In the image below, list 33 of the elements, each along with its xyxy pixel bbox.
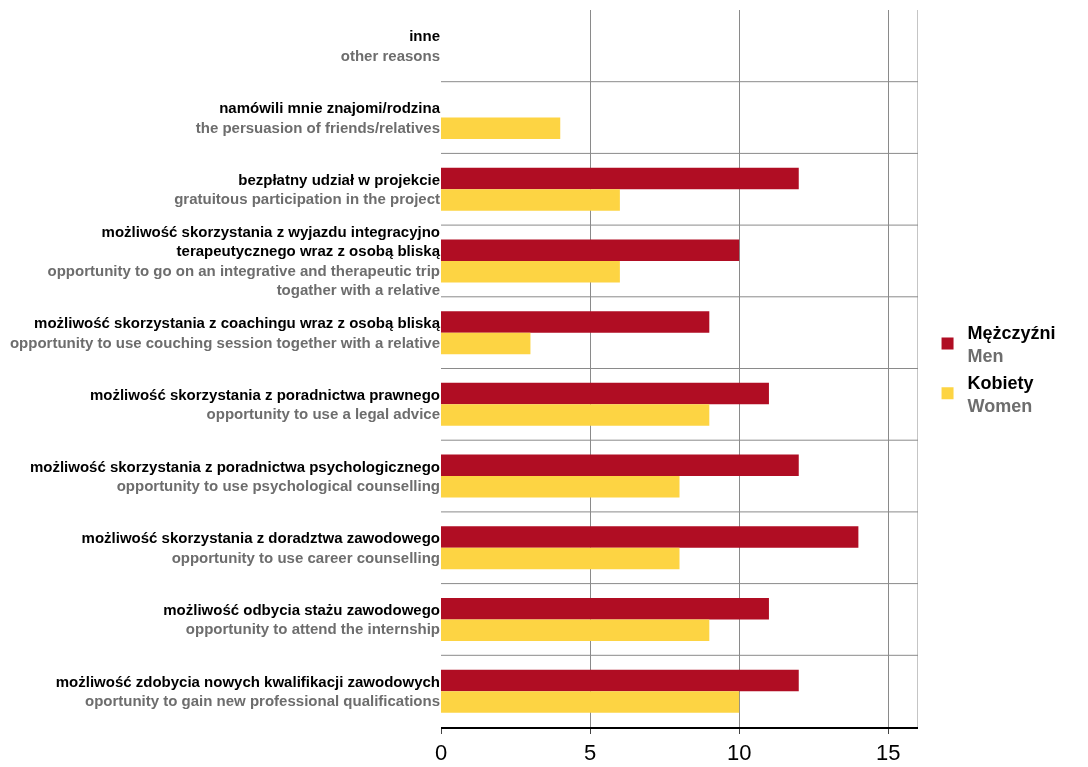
y-tick-label: możliwość odbycia stażu zawodowego opportunity to attend the internship: [163, 600, 440, 638]
y-tick-label: możliwość skorzystania z poradnictwa psychologicznego opportunity to use psychological counselling: [29, 457, 440, 495]
bar: [441, 332, 531, 355]
bar: [441, 382, 769, 405]
bar: [441, 476, 680, 498]
bar: [441, 404, 710, 426]
bar: [441, 597, 769, 620]
y-tick-label: możliwość zdobycia nowych kwalifikacji zawodowych oportunity to gain new professional qualifications: [55, 672, 440, 710]
x-tick-label: 0: [434, 740, 448, 766]
y-tick-label: możliwość skorzystania z coachingu wraz z osobą bliską opportunity to use couching session together with a relative: [9, 314, 441, 351]
legend-label: Mężczyźni Men: [967, 322, 1056, 367]
bar: [441, 691, 740, 713]
y-tick-label: możliwość skorzystania z wyjazdu integracyjno terapeutycznego wraz z osobą bliską opportunity to go on an integrative and therapeutic trip togather with a relative: [47, 222, 441, 299]
y-tick-label: inne other reasons: [340, 27, 440, 64]
bar: [441, 669, 799, 692]
bar: [441, 117, 561, 140]
bar: [441, 619, 710, 641]
bar: [441, 189, 620, 211]
x-tick-label: 5: [583, 740, 597, 766]
x-tick-label: 15: [875, 740, 901, 766]
bar: [441, 526, 859, 548]
x-tick-label: 10: [726, 740, 752, 766]
y-tick-label: bezpłatny udział w projekcie gratuitous participation in the project: [174, 170, 440, 208]
bar: [441, 167, 799, 190]
bar: [441, 311, 710, 333]
y-tick-label: możliwość skorzystania z doradztwa zawodowego opportunity to use career counselling: [81, 529, 440, 566]
bar: [441, 260, 620, 283]
y-tick-label: możliwość skorzystania z poradnictwa prawnego opportunity to use a legal advice: [89, 385, 440, 423]
legend-label: Kobiety Women: [967, 372, 1034, 416]
bar: [441, 239, 740, 261]
bar: [441, 547, 680, 570]
bar: [441, 454, 799, 477]
y-tick-label: namówili mnie znajomi/rodzina the persuasion of friends/relatives: [195, 99, 441, 136]
